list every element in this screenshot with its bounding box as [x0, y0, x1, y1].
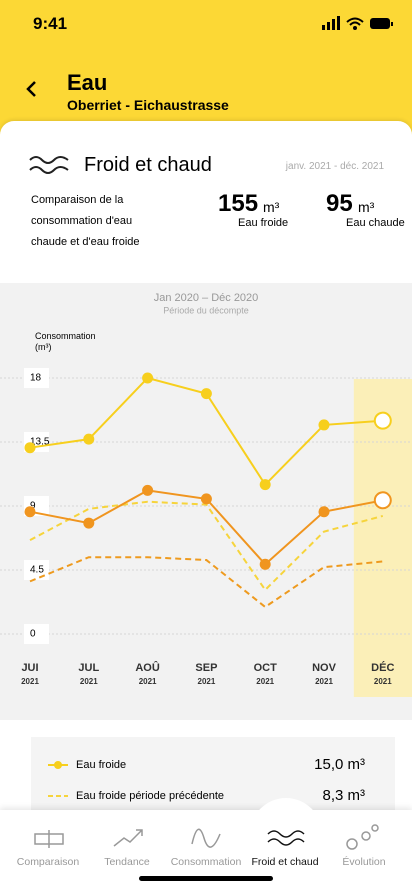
- stat-unit: m³: [263, 199, 280, 215]
- x-tick-label: AOÛ: [135, 661, 160, 674]
- data-point: [318, 506, 330, 518]
- tabs: Comparaison Tendance Consommation Froid et …: [17, 824, 386, 881]
- card-icon: [29, 156, 69, 174]
- y-axis-label: Consommation (m³): [35, 331, 96, 352]
- data-point: [373, 491, 392, 510]
- stat-value: 95: [326, 190, 353, 217]
- time: 9:41: [33, 14, 68, 33]
- tab-label[interactable]: Consommation: [171, 856, 242, 868]
- x-tick-year: 2021: [256, 677, 274, 686]
- description: Comparaison de la consommation d'eau cha…: [31, 194, 140, 248]
- data-point: [200, 388, 212, 400]
- x-tick-year: 2021: [21, 677, 39, 686]
- x-tick-label: JUL: [78, 662, 99, 674]
- header-title: Eau: [67, 70, 108, 95]
- x-tick-label: OCT: [254, 662, 278, 674]
- tab-icon: [113, 829, 143, 847]
- data-point: [24, 506, 36, 518]
- tab-icon: [191, 828, 221, 848]
- card-title: Froid et chaud: [84, 154, 212, 176]
- stat-label: Eau chaude: [346, 217, 405, 229]
- y-tick-label: 9: [30, 501, 36, 512]
- x-tick-label: DÉC: [371, 661, 394, 674]
- x-tick-year: 2021: [139, 677, 157, 686]
- y-tick-label: 18: [30, 373, 42, 384]
- x-tick-year: 2021: [374, 677, 392, 686]
- date-range: janv. 2021 - déc. 2021: [285, 161, 384, 172]
- stat-value: 155: [218, 190, 259, 217]
- legend: [31, 737, 395, 810]
- data-point: [83, 517, 95, 529]
- status-icons: [322, 16, 393, 30]
- y-tick-label: 13.5: [30, 437, 50, 448]
- tab-label[interactable]: Froid et chaud: [251, 856, 318, 868]
- legend-value: 8,3 m³: [322, 787, 365, 804]
- y-tick-label: 4.5: [30, 565, 44, 576]
- data-point: [259, 558, 271, 570]
- chart-title: Jan 2020 – Déc 2020: [154, 292, 259, 304]
- x-tick-year: 2021: [198, 677, 216, 686]
- highlight-column: [353, 379, 412, 697]
- home-indicator: [139, 876, 273, 881]
- legend-dot: [54, 761, 62, 769]
- x-tick-label: SEP: [195, 662, 217, 674]
- y-tick-box: [24, 624, 49, 644]
- series-line: [29, 556, 383, 609]
- data-point: [373, 411, 392, 430]
- x-tick-label: JUI: [21, 662, 38, 674]
- tab-icon: [267, 830, 305, 846]
- stat-unit: m³: [358, 199, 375, 215]
- stat-label: Eau froide: [238, 217, 289, 229]
- header-subtitle: Oberriet - Eichaustrasse: [67, 97, 229, 113]
- legend-label: Eau froide: [76, 759, 126, 771]
- y-tick-box: [24, 368, 49, 388]
- x-tick-year: 2021: [80, 677, 98, 686]
- tab-label[interactable]: Comparaison: [17, 856, 80, 868]
- data-point: [259, 479, 271, 491]
- data-point: [24, 442, 36, 454]
- x-tick-label: NOV: [312, 662, 337, 674]
- tab-icon: [346, 824, 379, 850]
- chart: Jan 2020 – Déc 2020 Période du décompte …: [0, 292, 412, 697]
- data-point: [200, 493, 212, 505]
- data-point: [83, 433, 95, 445]
- data-point: [142, 372, 154, 384]
- y-tick-label: 0: [30, 629, 36, 640]
- legend-value: 15,0 m³: [314, 756, 365, 773]
- series-line: [29, 500, 384, 592]
- data-point: [142, 484, 154, 496]
- data-point: [318, 419, 330, 431]
- tab-label[interactable]: Évolution: [342, 855, 385, 868]
- tab-icon: [34, 830, 64, 848]
- legend-label: Eau froide période précédente: [76, 790, 224, 802]
- legend-items: Eau froide 15,0 m³ Eau froide période préc…: [48, 756, 365, 804]
- back-button[interactable]: [22, 78, 42, 100]
- y-tick-box: [24, 560, 49, 580]
- chart-subtitle: Période du décompte: [163, 305, 249, 315]
- x-tick-year: 2021: [315, 677, 333, 686]
- tab-label[interactable]: Tendance: [104, 856, 150, 868]
